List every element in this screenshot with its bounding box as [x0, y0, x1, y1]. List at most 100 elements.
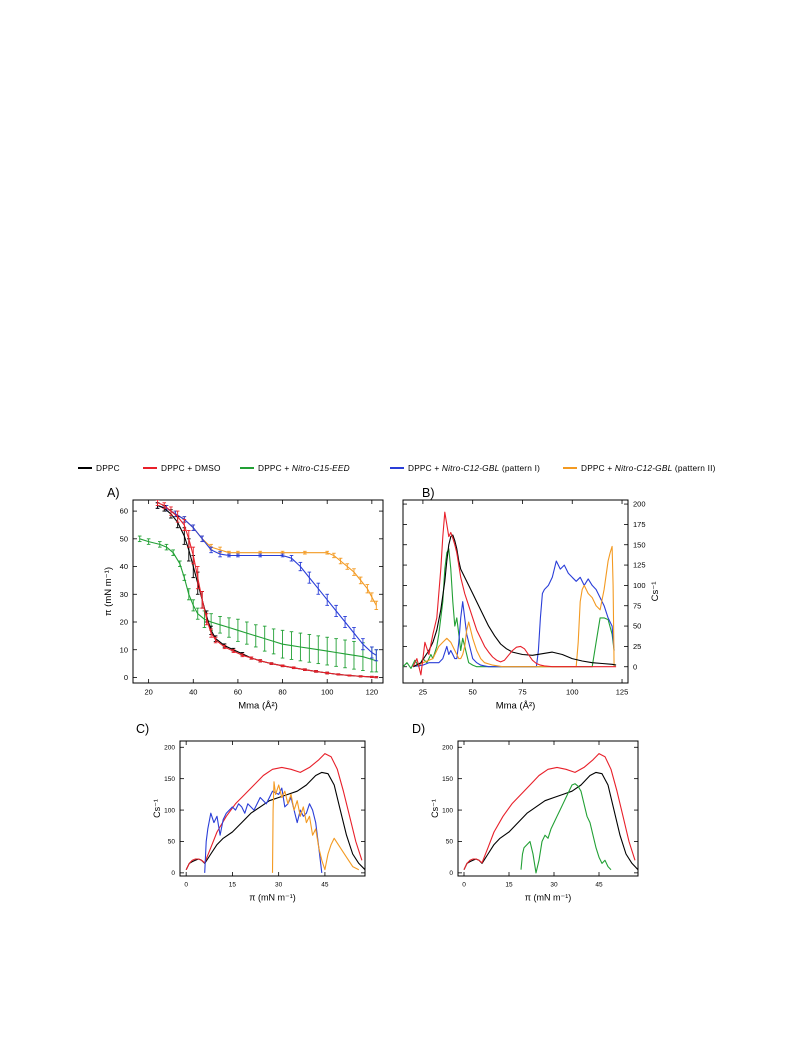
y-tick-label: 20: [120, 618, 128, 627]
legend-label: DPPC + Nitro-C12-GBL (pattern I): [408, 463, 540, 473]
x-tick-label: 0: [184, 882, 188, 889]
y-tick-label: 30: [120, 590, 128, 599]
series-line-dmso: [157, 502, 377, 678]
y-tick-label: 150: [633, 540, 646, 549]
x-tick-label: 75: [518, 688, 526, 697]
x-axis-label: π (mN m⁻¹): [249, 893, 295, 903]
chart-panel-c: C) 0 15 30 45 0 50 100 150 200 π (mN m⁻¹) Cs⁻¹: [136, 722, 366, 903]
x-tick-label: 25: [419, 688, 427, 697]
legend-label-compound: Nitro-C12-GBL: [441, 463, 500, 473]
legend-label: DPPC + DMSO: [161, 463, 221, 473]
x-tick-label: 20: [144, 688, 152, 697]
plot-frame: [457, 740, 639, 877]
y-tick-label: 200: [442, 745, 453, 752]
x-tick-label: 30: [550, 882, 558, 889]
series-layer: [185, 753, 365, 873]
y-tick-label: 75: [633, 601, 641, 610]
plot-frame: [179, 740, 366, 877]
plot-frame: [132, 499, 384, 684]
series-line-eed: [520, 783, 612, 874]
y-tick-label: 100: [442, 807, 453, 814]
x-tick-label: 30: [275, 882, 283, 889]
legend-label-prefix: DPPC +: [258, 463, 292, 473]
x-tick-label: 125: [616, 688, 629, 697]
x-axis-label: Mma (Å²): [238, 701, 278, 712]
x-tick-label: 15: [229, 882, 237, 889]
x-tick-label: 45: [595, 882, 603, 889]
legend-label-prefix: DPPC: [96, 463, 120, 473]
plot-frame: [402, 499, 629, 684]
y-tick-label: 50: [633, 622, 641, 631]
legend-swatch: [390, 466, 404, 470]
legend-label-compound: Nitro-C12-GBL: [614, 463, 673, 473]
legend-item: DPPC + Nitro-C12-GBL (pattern II): [563, 463, 716, 473]
y-tick-label: 50: [446, 839, 454, 846]
series-line-dppc: [412, 534, 617, 668]
legend-label-suffix: (pattern I): [499, 463, 541, 473]
series-line-eed: [139, 538, 377, 662]
y-tick-label: 150: [442, 776, 453, 783]
x-tick-label: 100: [321, 688, 334, 697]
y-axis-label: Cs⁻¹: [430, 799, 440, 818]
y-tick-label: 150: [164, 776, 175, 783]
series-layer: [463, 753, 638, 874]
x-tick-label: 120: [366, 688, 379, 697]
series-line-dmso: [463, 753, 636, 870]
series-line-gbl1: [204, 787, 323, 873]
chart-panel-d: D) 0 15 30 45 0 50 100 150 200 π (mN m⁻¹) Cs⁻¹: [412, 722, 639, 903]
y-tick-label: 100: [633, 581, 646, 590]
y-tick-label: 0: [449, 870, 453, 877]
y-tick-label: 60: [120, 507, 128, 516]
series-line-gbl1: [412, 560, 615, 668]
series-line-dppc: [157, 504, 377, 678]
legend: DPPC DPPC + DMSO DPPC + Nitro-C15-EED DPPC …: [78, 463, 778, 479]
chart-panel-b: B) 25 50 75 100 125 0 25 50 75 100 125 150 175 200 Mma …: [402, 486, 661, 712]
y-axis-label: Cs⁻¹: [152, 799, 162, 818]
y-tick-label: 125: [633, 561, 646, 570]
legend-label-prefix: DPPC +: [581, 463, 615, 473]
legend-label-compound: Nitro-C15-EED: [291, 463, 350, 473]
series-line-gbl2: [412, 545, 615, 668]
y-tick-label: 200: [633, 500, 646, 509]
legend-label-prefix: DPPC + DMSO: [161, 463, 221, 473]
chart-panel-a: A) 20 40 60 80 100 120 0 10 20 30 40 50 60 Mma (Å²) π (…: [103, 486, 384, 712]
x-tick-label: 40: [189, 688, 197, 697]
panel-label: D): [412, 722, 425, 736]
legend-swatch: [78, 466, 92, 470]
y-axis-label: π (mN m⁻¹): [103, 567, 114, 616]
series-line-dppc: [463, 771, 638, 871]
y-tick-label: 100: [164, 807, 175, 814]
legend-item: DPPC + Nitro-C15-EED: [240, 463, 350, 473]
panel-label: A): [107, 486, 120, 500]
x-axis-label: Mma (Å²): [496, 701, 536, 712]
x-tick-label: 45: [321, 882, 329, 889]
y-tick-label: 50: [168, 839, 176, 846]
series-line-dmso: [185, 753, 363, 870]
legend-swatch: [563, 466, 577, 470]
x-tick-label: 100: [566, 688, 579, 697]
y-tick-label: 175: [633, 520, 646, 529]
y-tick-label: 40: [120, 562, 128, 571]
x-tick-label: 60: [234, 688, 242, 697]
legend-item: DPPC + Nitro-C12-GBL (pattern I): [390, 463, 540, 473]
legend-item: DPPC: [78, 463, 120, 473]
x-tick-label: 80: [278, 688, 286, 697]
legend-label: DPPC + Nitro-C12-GBL (pattern II): [581, 463, 716, 473]
x-tick-label: 50: [469, 688, 477, 697]
series-line-gbl2: [271, 781, 360, 873]
legend-swatch: [240, 466, 254, 470]
legend-label-prefix: DPPC +: [408, 463, 442, 473]
y-tick-label: 0: [124, 673, 128, 682]
series-layer: [137, 500, 379, 679]
x-tick-label: 15: [505, 882, 513, 889]
legend-item: DPPC + DMSO: [143, 463, 221, 473]
legend-swatch: [143, 466, 157, 470]
y-axis-label: Cs⁻¹: [650, 582, 661, 602]
series-line-dmso: [412, 511, 617, 676]
panel-label: B): [422, 486, 435, 500]
y-tick-label: 200: [164, 745, 175, 752]
x-axis-label: π (mN m⁻¹): [525, 893, 571, 903]
legend-label: DPPC + Nitro-C15-EED: [258, 463, 350, 473]
y-tick-label: 50: [120, 534, 128, 543]
